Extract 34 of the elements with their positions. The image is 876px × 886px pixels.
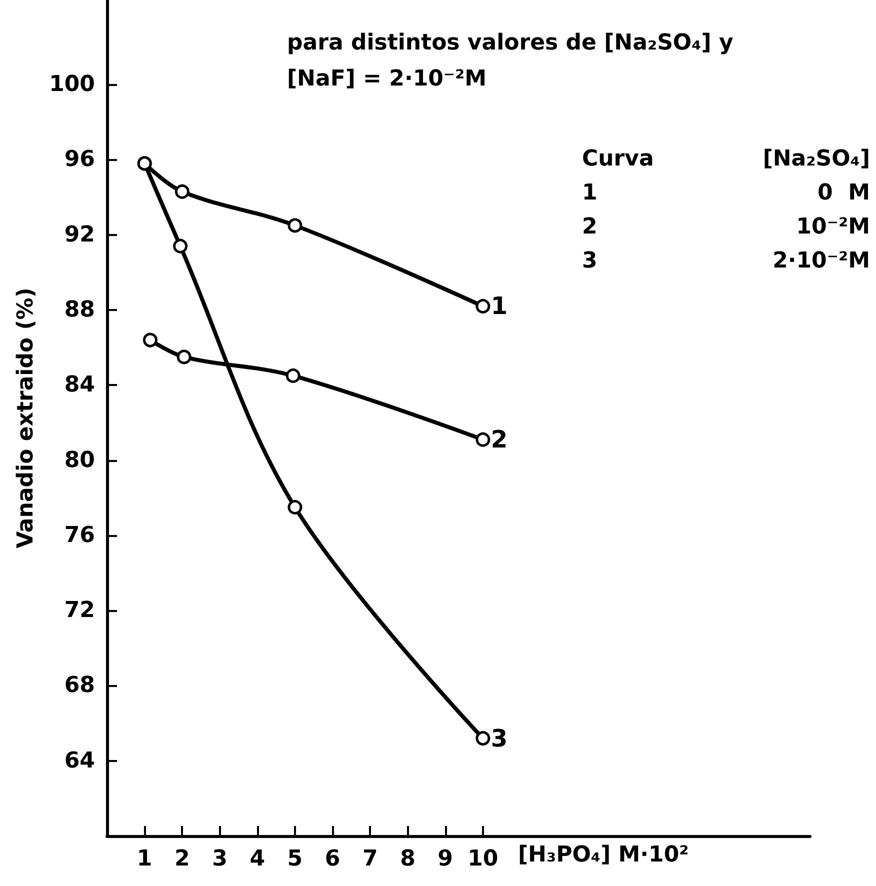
x-tick-label: 1 bbox=[136, 846, 152, 872]
annotation: 3 bbox=[582, 248, 598, 274]
annotation: Curva bbox=[582, 146, 654, 172]
series-label: 3 bbox=[490, 724, 508, 752]
x-tick-label: 2 bbox=[174, 846, 190, 872]
text: 0 M bbox=[817, 180, 870, 206]
y-tick-label: 88 bbox=[64, 297, 95, 322]
series-label: 1 bbox=[490, 292, 508, 320]
text: para distintos valores de [Na₂SO₄] y [NaF] = 2·10⁻²M bbox=[287, 30, 734, 92]
x-tick-label: 5 bbox=[287, 846, 303, 872]
x-axis-title: [H₃PO₄] M·10² bbox=[518, 842, 689, 868]
annotation: 2 bbox=[582, 214, 598, 240]
y-tick-label: 84 bbox=[64, 372, 95, 398]
x-tick-label: 6 bbox=[324, 846, 340, 872]
x-tick-label: 4 bbox=[250, 846, 266, 872]
annotation: [Na₂SO₄] bbox=[762, 146, 870, 172]
x-tick-label: 7 bbox=[362, 846, 378, 872]
y-tick-label: 68 bbox=[64, 673, 95, 698]
y-tick-label: 64 bbox=[64, 748, 95, 774]
series-label: 2 bbox=[490, 426, 508, 454]
x-tick-label: 8 bbox=[400, 846, 416, 872]
x-tick-label: 9 bbox=[438, 846, 453, 872]
annotation: 1 bbox=[582, 180, 598, 206]
y-tick-label: 76 bbox=[64, 522, 95, 548]
y-tick-label: 96 bbox=[64, 147, 95, 172]
annotation: 2·10⁻²M bbox=[772, 248, 870, 274]
y-tick-label: 100 bbox=[49, 72, 95, 98]
y-tick-label: 92 bbox=[64, 222, 95, 248]
annotation: 10⁻²M bbox=[796, 214, 870, 240]
y-tick-label: 80 bbox=[64, 448, 95, 473]
x-tick-label: 10 bbox=[468, 846, 498, 872]
y-axis-title: Vanadio extraido (%) bbox=[14, 288, 38, 548]
x-tick-label: 3 bbox=[212, 846, 228, 872]
y-tick-label: 72 bbox=[64, 598, 95, 624]
